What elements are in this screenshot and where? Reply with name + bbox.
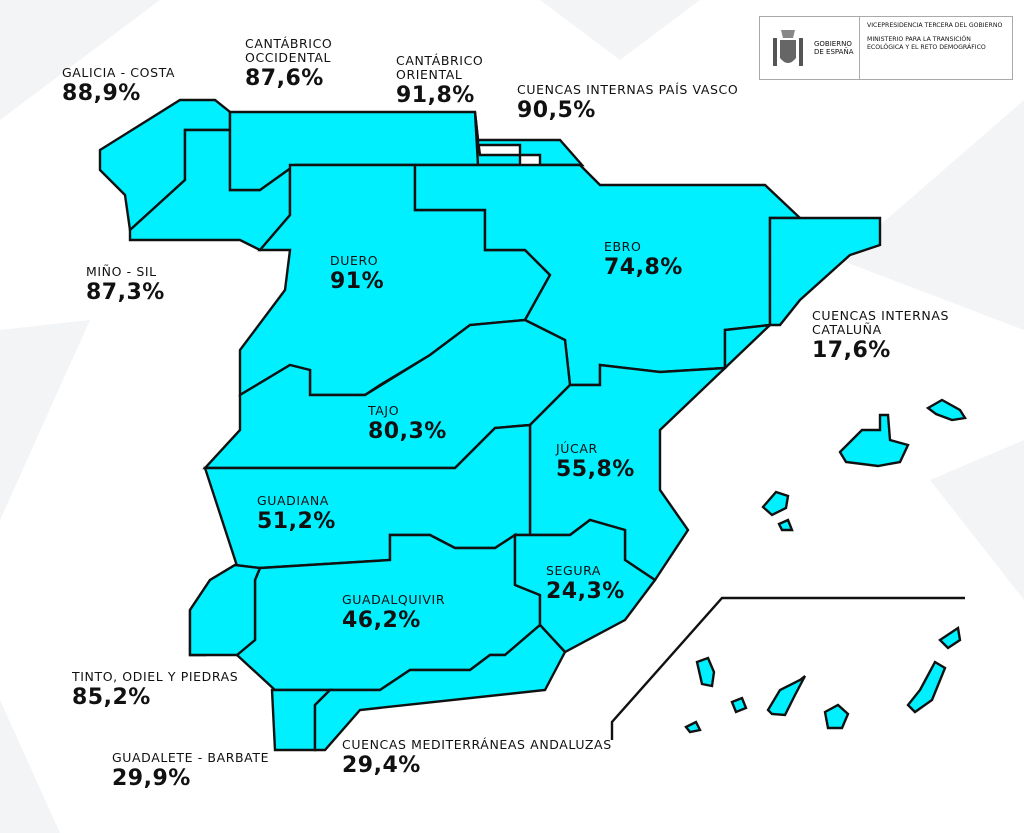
- basin-name: CUENCAS MEDITERRÁNEAS ANDALUZAS: [342, 737, 612, 752]
- label-cataluna: CUENCAS INTERNAS CATALUÑA 17,6%: [812, 309, 962, 363]
- basin-value: 29,4%: [342, 752, 421, 778]
- basin-name: GUADALQUIVIR: [342, 592, 446, 607]
- label-tinto-odiel-piedras: TINTO, ODIEL Y PIEDRAS 85,2%: [72, 670, 238, 710]
- basin-name: CANTÁBRICO ORIENTAL: [396, 53, 484, 82]
- basin-name: JÚCAR: [556, 441, 598, 456]
- island-el-hierro: [684, 720, 702, 734]
- canary-frame-line: [610, 596, 965, 740]
- basin-value: 85,2%: [72, 684, 151, 710]
- balearic-islands: [761, 398, 967, 532]
- basin-name: CANTÁBRICO OCCIDENTAL: [245, 36, 333, 65]
- basin-value: 80,3%: [368, 418, 447, 444]
- basin-cantabrico-oriental[interactable]: [473, 111, 522, 167]
- basin-name: TAJO: [368, 403, 400, 418]
- island-la-palma: [695, 656, 716, 688]
- basin-value: 87,3%: [86, 279, 165, 305]
- basin-value: 87,6%: [245, 65, 324, 91]
- basin-mediterraneas-andaluzas[interactable]: [313, 623, 567, 752]
- basin-value: 90,5%: [517, 97, 596, 123]
- island-fuerteventura: [906, 660, 947, 714]
- basin-name: DUERO: [330, 253, 379, 268]
- basin-tinto-odiel-piedras[interactable]: [188, 563, 262, 657]
- coat-of-arms-icon: [773, 30, 803, 66]
- basin-value: 88,9%: [62, 80, 141, 106]
- logo-left-panel: GOBIERNO DE ESPAÑA: [760, 17, 860, 79]
- basin-value: 17,6%: [812, 337, 891, 363]
- label-tajo: TAJO 80,3%: [368, 404, 447, 444]
- label-duero: DUERO 91%: [330, 254, 384, 294]
- basin-name: GUADIANA: [257, 493, 329, 508]
- basin-value: 55,8%: [556, 456, 635, 482]
- label-jucar: JÚCAR 55,8%: [556, 442, 635, 482]
- label-guadiana: GUADIANA 51,2%: [257, 494, 336, 534]
- basin-value: 91,8%: [396, 82, 475, 108]
- label-guadalete-barbate: GUADALETE - BARBATE 29,9%: [112, 751, 269, 791]
- basin-name: CUENCAS INTERNAS CATALUÑA: [812, 308, 950, 337]
- basin-name: TINTO, ODIEL Y PIEDRAS: [72, 669, 239, 684]
- vicepresidencia-text: VICEPRESIDENCIA TERCERA DEL GOBIERNO: [867, 22, 1003, 29]
- basin-value: 51,2%: [257, 508, 336, 534]
- basin-value: 74,8%: [604, 254, 683, 280]
- island-la-gomera: [730, 696, 748, 714]
- logo-right-panel: VICEPRESIDENCIA TERCERA DEL GOBIERNO MIN…: [860, 17, 1012, 79]
- label-galicia-costa: GALICIA - COSTA 88,9%: [62, 66, 175, 106]
- label-cantabrico-occidental: CANTÁBRICO OCCIDENTAL 87,6%: [245, 37, 345, 91]
- island-gran-canaria: [823, 703, 850, 730]
- gobierno-text: GOBIERNO DE ESPAÑA: [814, 39, 854, 56]
- basin-name: EBRO: [604, 239, 642, 254]
- basin-name: CUENCAS INTERNAS PAÍS VASCO: [517, 82, 739, 97]
- basin-name: GUADALETE - BARBATE: [112, 750, 270, 765]
- island-ibiza: [761, 490, 790, 517]
- basin-pais-vasco[interactable]: [476, 138, 585, 167]
- basin-cataluna[interactable]: [723, 216, 882, 371]
- basin-name: SEGURA: [546, 563, 601, 578]
- canary-islands: [684, 625, 962, 734]
- island-menorca: [925, 398, 967, 422]
- basin-value: 24,3%: [546, 578, 625, 604]
- island-mallorca: [838, 413, 910, 468]
- basin-value: 46,2%: [342, 607, 421, 633]
- label-mediterraneas-andaluzas: CUENCAS MEDITERRÁNEAS ANDALUZAS 29,4%: [342, 738, 612, 778]
- label-guadalquivir: GUADALQUIVIR 46,2%: [342, 593, 445, 633]
- government-logo: GOBIERNO DE ESPAÑA VICEPRESIDENCIA TERCE…: [759, 16, 1013, 80]
- basin-value: 91%: [330, 268, 385, 294]
- island-tenerife: [766, 675, 807, 717]
- label-mino-sil: MIÑO - SIL 87,3%: [86, 265, 165, 305]
- label-ebro: EBRO 74,8%: [604, 240, 683, 280]
- ministerio-text: MINISTERIO PARA LA TRANSICIÓN ECOLÓGICA …: [867, 35, 986, 51]
- label-segura: SEGURA 24,3%: [546, 564, 625, 604]
- island-formentera: [777, 518, 794, 532]
- basin-name: MIÑO - SIL: [86, 264, 157, 279]
- basin-value: 29,9%: [112, 765, 191, 791]
- basin-name: GALICIA - COSTA: [62, 65, 176, 80]
- island-lanzarote: [938, 625, 962, 650]
- label-cantabrico-oriental: CANTÁBRICO ORIENTAL 91,8%: [396, 54, 496, 108]
- label-pais-vasco: CUENCAS INTERNAS PAÍS VASCO 90,5%: [517, 83, 738, 123]
- basin-segura[interactable]: [513, 518, 657, 654]
